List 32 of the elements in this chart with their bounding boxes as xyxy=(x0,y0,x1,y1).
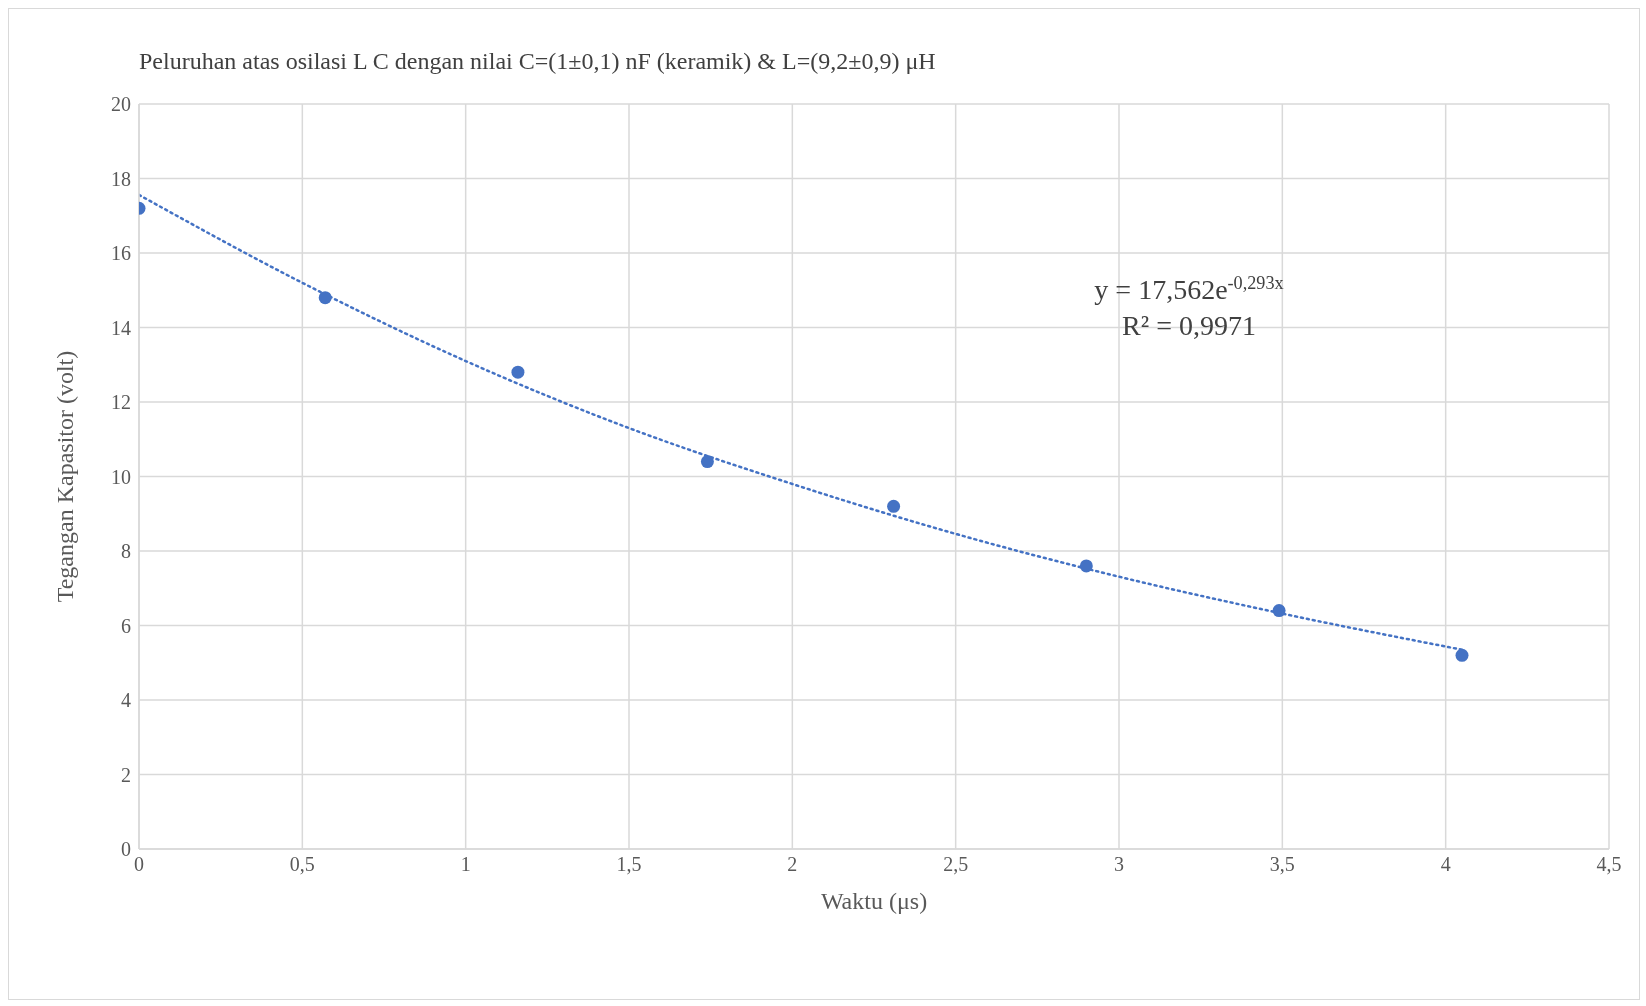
x-tick-label: 1,5 xyxy=(616,853,642,876)
y-tick-label: 18 xyxy=(111,167,131,190)
point xyxy=(700,455,714,469)
point xyxy=(318,291,332,305)
y-tick-label: 2 xyxy=(121,763,131,786)
point xyxy=(1272,604,1286,618)
x-tick-label: 1 xyxy=(460,853,471,876)
annotation: R² = 0,9971 xyxy=(1122,310,1256,341)
y-axis-title: Tegangan Kapasitor (volt) xyxy=(51,350,78,603)
y-tick-label: 0 xyxy=(121,838,131,861)
x-tick-label: 2 xyxy=(787,853,798,876)
x-tick-label: 2,5 xyxy=(943,853,969,876)
x-tick-label: 3 xyxy=(1114,853,1124,876)
x-tick-label: 0,5 xyxy=(289,853,315,876)
y-tick-label: 4 xyxy=(121,689,131,712)
y-tick-label: 20 xyxy=(111,93,131,116)
point xyxy=(887,499,901,513)
x-tick-label: 4 xyxy=(1440,853,1451,876)
chart-title: Peluruhan atas osilasi L C dengan nilai C=(1±0,1) nF (keramik) & L=(9,2±0,9) μH xyxy=(139,48,936,74)
point xyxy=(1455,648,1469,662)
point xyxy=(1079,559,1093,573)
x-axis-title: Waktu (μs) xyxy=(820,888,928,914)
x-tick-label: 3,5 xyxy=(1269,853,1295,876)
y-tick-label: 10 xyxy=(111,465,131,488)
y-tick-label: 6 xyxy=(121,614,131,637)
y-tick-label: 8 xyxy=(121,540,131,563)
y-tick-label: 14 xyxy=(111,316,131,339)
annotation: y = 17,562e$^{-0,293x}$ xyxy=(1094,273,1284,305)
y-tick-label: 12 xyxy=(111,391,131,414)
point xyxy=(511,365,525,379)
y-tick-label: 16 xyxy=(111,242,131,265)
x-tick-label: 4,5 xyxy=(1596,853,1622,876)
